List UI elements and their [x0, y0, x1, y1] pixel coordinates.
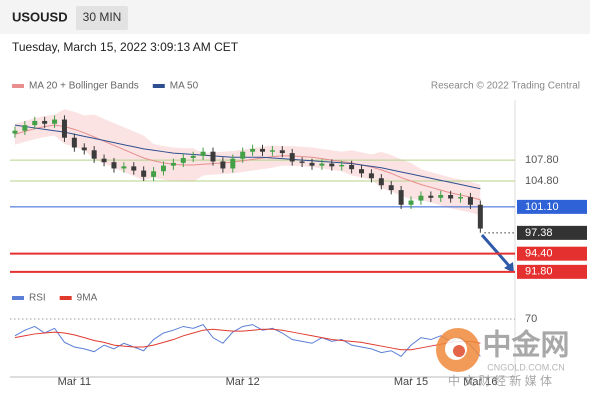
candle-body	[260, 148, 265, 152]
candle-body	[428, 195, 434, 198]
candle-body	[121, 166, 127, 169]
candle-body	[289, 153, 295, 162]
level-label: 91.80	[525, 266, 553, 278]
ma-line	[14, 124, 481, 201]
symbol: USOUSD	[12, 9, 68, 24]
x-tick-label: Mar 15	[394, 376, 428, 388]
level-label: 104.80	[525, 175, 559, 187]
candle-body	[368, 173, 374, 179]
ma-line	[14, 124, 481, 190]
candle-body	[22, 125, 28, 131]
bollinger-band	[14, 109, 481, 216]
level-box	[517, 246, 587, 261]
candle-body	[61, 119, 67, 138]
legend-swatch	[152, 84, 165, 88]
candle-body	[299, 161, 305, 163]
candle-body	[378, 178, 384, 186]
candle-body	[230, 158, 236, 169]
candle-body	[359, 169, 365, 174]
candle-body	[240, 151, 246, 159]
datetime: Tuesday, March 15, 2022 3:09:13 AM CET	[12, 40, 239, 54]
legend-label: 9MA	[77, 293, 98, 304]
candle-body	[349, 164, 355, 170]
interval[interactable]: 30 MIN	[83, 10, 122, 24]
candle-body	[408, 200, 414, 205]
candle-body	[319, 163, 325, 166]
legend-swatch	[12, 84, 24, 88]
candle-body	[42, 120, 48, 124]
forecast-arrow-head	[504, 262, 514, 273]
x-tick-label: Mar 11	[58, 376, 91, 388]
candle-body	[388, 185, 394, 191]
candle-body	[71, 137, 77, 148]
legend-label: RSI	[29, 293, 46, 304]
level-box	[517, 199, 587, 214]
legend-swatch	[12, 296, 24, 300]
candle-body	[141, 170, 147, 177]
indicator-line	[14, 328, 481, 351]
candle-body	[477, 204, 483, 229]
candle-body	[160, 165, 166, 172]
legend-label: MA 50	[170, 81, 199, 92]
watermark: 中金网 CNGOLD.COM.CN 中 文 财 经 新 媒 体	[436, 328, 570, 388]
candle-body	[220, 161, 226, 169]
level-box	[517, 225, 587, 240]
legend-label: MA 20 + Bollinger Bands	[29, 81, 139, 92]
watermark-site: CNGOLD.COM.CN	[487, 362, 565, 372]
candle-body	[131, 166, 137, 171]
y-tick-label: 70	[525, 313, 537, 325]
level-label: 97.38	[525, 227, 553, 239]
indicator-line	[14, 324, 481, 357]
legend-swatch	[59, 296, 72, 300]
watermark-logo-core	[453, 345, 465, 357]
candle-body	[458, 197, 464, 199]
candle-body	[91, 150, 97, 159]
x-tick-label: Mar 16	[463, 376, 497, 388]
candle-body	[12, 130, 18, 134]
candle-body	[438, 195, 444, 198]
forecast-arrow	[480, 234, 513, 269]
level-label: 101.10	[525, 201, 559, 213]
candle-body	[250, 148, 256, 152]
candle-body	[101, 158, 107, 163]
candle-body	[418, 195, 424, 201]
candle-body	[170, 162, 176, 166]
candle-body	[32, 120, 38, 126]
candle-body	[398, 190, 404, 205]
copyright: Research © 2022 Trading Central	[431, 81, 580, 92]
level-box	[517, 264, 587, 279]
level-label: 94.40	[525, 248, 553, 260]
candle-body	[448, 195, 454, 199]
watermark-tagline: 中 文 财 经 新 媒 体	[448, 373, 552, 388]
candle-body	[269, 150, 275, 152]
candle-body	[81, 147, 87, 151]
candle-body	[52, 119, 58, 124]
candle-body	[339, 164, 345, 167]
candle-body	[210, 151, 216, 162]
candle-body	[467, 197, 473, 205]
x-tick-label: Mar 12	[226, 376, 260, 388]
candle-body	[111, 162, 117, 169]
watermark-brand: 中金网	[482, 328, 569, 362]
interval-box[interactable]	[76, 6, 128, 30]
level-label: 107.80	[525, 154, 559, 166]
candle-body	[190, 155, 196, 158]
candle-body	[279, 150, 285, 154]
candle-body	[180, 157, 186, 163]
candle-body	[329, 163, 335, 167]
candle-body	[200, 151, 206, 156]
candle-body	[309, 162, 315, 166]
candle-body	[151, 171, 157, 177]
